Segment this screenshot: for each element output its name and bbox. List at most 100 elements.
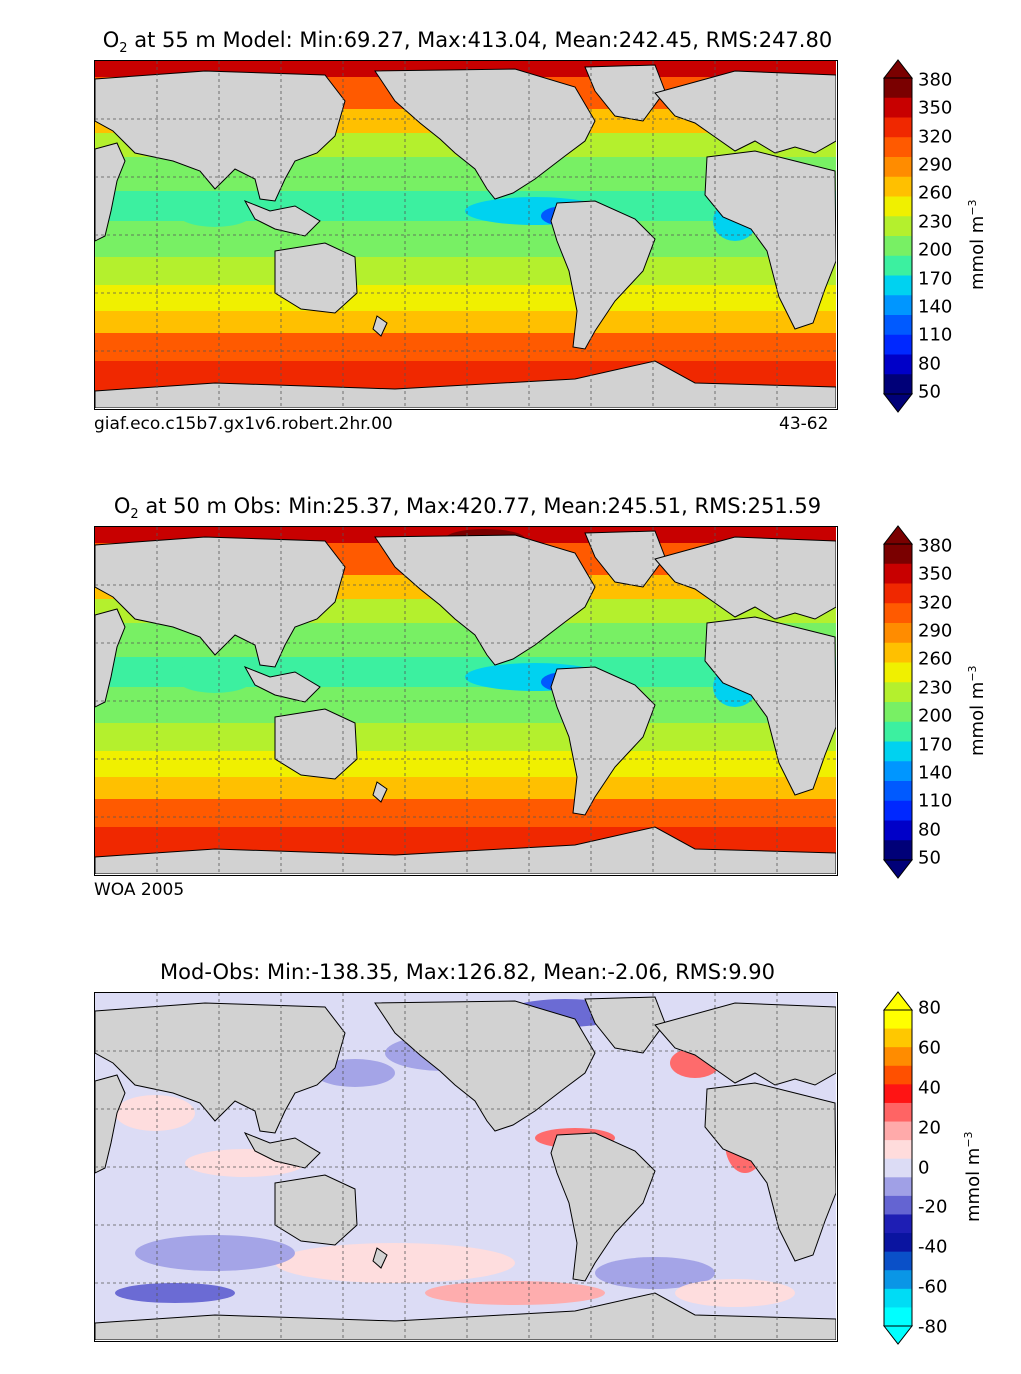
land-europe bbox=[654, 536, 836, 620]
colorbar-tick-label: 350 bbox=[918, 97, 953, 119]
colorbar-swatch bbox=[884, 157, 912, 178]
colorbar-tick-label: 80 bbox=[918, 997, 941, 1019]
colorbar-max-extend bbox=[882, 59, 914, 79]
colorbar-swatch bbox=[884, 702, 912, 723]
colorbar-swatch bbox=[884, 662, 912, 683]
land-samer bbox=[550, 1132, 656, 1282]
land-antarctica bbox=[95, 1292, 836, 1340]
colorbar-tick-label: 80 bbox=[918, 819, 941, 841]
graticule bbox=[95, 61, 836, 408]
land-antarctica bbox=[95, 826, 836, 874]
obs-map bbox=[94, 526, 838, 876]
obs-unit-label: mmol m−3 bbox=[966, 665, 988, 756]
land-greenland bbox=[584, 996, 666, 1054]
obs-colorbar bbox=[882, 525, 914, 879]
colorbar-tick-label: 230 bbox=[918, 677, 953, 699]
colorbar-tick-label: 0 bbox=[918, 1157, 930, 1178]
colorbar-swatch bbox=[884, 315, 912, 336]
land-austr bbox=[274, 242, 358, 314]
colorbar-tick-label: 20 bbox=[918, 1117, 941, 1139]
colorbar-tick-label: 110 bbox=[918, 790, 953, 812]
graticule bbox=[95, 993, 836, 1340]
colorbar-swatch bbox=[884, 1102, 912, 1123]
model-colorbar bbox=[882, 59, 914, 413]
model-run-id: giaf.eco.c15b7.gx1v6.robert.2hr.00 bbox=[94, 414, 393, 434]
colorbar-min-extend bbox=[882, 393, 914, 413]
colorbar-swatch bbox=[884, 761, 912, 782]
colorbar-swatch bbox=[884, 275, 912, 296]
land-asia bbox=[95, 536, 346, 668]
obs-title: O2 at 50 m Obs: Min:25.37, Max:420.77, M… bbox=[113, 494, 822, 523]
colorbar-tick-label: 40 bbox=[918, 1077, 941, 1099]
colorbar-tick-label: 320 bbox=[918, 592, 953, 614]
colorbar-swatch bbox=[884, 176, 912, 197]
land-samer bbox=[550, 666, 656, 816]
colorbar-tick-label: 140 bbox=[918, 762, 953, 784]
colorbar-tick-label: 290 bbox=[918, 620, 953, 642]
colorbar-tick-label: 50 bbox=[918, 381, 941, 403]
colorbar-swatch bbox=[884, 1084, 912, 1104]
colorbar-tick-label: -60 bbox=[918, 1276, 948, 1298]
land-africa2 bbox=[704, 150, 836, 330]
land-europe bbox=[654, 1002, 836, 1086]
land-nz bbox=[372, 781, 388, 803]
land-asia bbox=[95, 1002, 346, 1134]
land-namer bbox=[374, 1000, 596, 1132]
colorbar-tick-label: 60 bbox=[918, 1037, 941, 1059]
land-seasia bbox=[243, 666, 321, 703]
colorbar-swatch bbox=[884, 1177, 912, 1197]
colorbar-swatch bbox=[884, 1288, 912, 1308]
colorbar-swatch bbox=[884, 563, 912, 584]
colorbar-tick-label: -80 bbox=[918, 1316, 948, 1338]
colorbar-swatch bbox=[884, 1214, 912, 1234]
colorbar-max-extend bbox=[882, 525, 914, 545]
colorbar-swatch bbox=[884, 1251, 912, 1271]
colorbar-swatch bbox=[884, 544, 912, 565]
colorbar-swatch bbox=[884, 1028, 912, 1048]
colorbar-swatch bbox=[884, 137, 912, 158]
colorbar-swatch bbox=[884, 1065, 912, 1085]
colorbar-tick-label: 320 bbox=[918, 126, 953, 148]
land-namer bbox=[374, 534, 596, 666]
colorbar-swatch bbox=[884, 820, 912, 841]
land-asia bbox=[95, 70, 346, 202]
graticule bbox=[95, 527, 836, 874]
colorbar-min-extend bbox=[882, 859, 914, 879]
land-nz bbox=[372, 1247, 388, 1269]
colorbar-tick-label: 50 bbox=[918, 847, 941, 869]
colorbar-swatch bbox=[884, 1307, 912, 1327]
colorbar-tick-label: 230 bbox=[918, 211, 953, 233]
land-namer bbox=[374, 68, 596, 200]
colorbar-tick-label: 380 bbox=[918, 535, 953, 557]
colorbar-tick-label: -20 bbox=[918, 1196, 948, 1218]
colorbar-swatch bbox=[884, 334, 912, 355]
colorbar-swatch bbox=[884, 583, 912, 604]
colorbar-swatch bbox=[884, 78, 912, 99]
land-austr bbox=[274, 708, 358, 780]
colorbar-tick-label: -40 bbox=[918, 1236, 948, 1258]
colorbar-tick-label: 170 bbox=[918, 268, 953, 290]
colorbar-swatch bbox=[884, 1047, 912, 1067]
colorbar-swatch bbox=[884, 97, 912, 118]
land-africa2 bbox=[704, 616, 836, 796]
colorbar-min-extend bbox=[882, 1325, 914, 1345]
colorbar-swatch bbox=[884, 682, 912, 703]
colorbar-swatch bbox=[884, 840, 912, 861]
colorbar-tick-label: 140 bbox=[918, 296, 953, 318]
land-seasia bbox=[243, 1132, 321, 1169]
model-title: O2 at 55 m Model: Min:69.27, Max:413.04,… bbox=[102, 28, 833, 57]
colorbar-swatch bbox=[884, 196, 912, 217]
land-africa bbox=[95, 1074, 126, 1174]
colorbar-tick-label: 260 bbox=[918, 182, 953, 204]
diff-title: Mod-Obs: Min:-138.35, Max:126.82, Mean:-… bbox=[160, 960, 775, 984]
colorbar-swatch bbox=[884, 1140, 912, 1160]
land-africa bbox=[95, 142, 126, 242]
land-samer bbox=[550, 200, 656, 350]
obs-source: WOA 2005 bbox=[94, 880, 185, 900]
land-africa bbox=[95, 608, 126, 708]
land-austr bbox=[274, 1174, 358, 1246]
colorbar-swatch bbox=[884, 642, 912, 663]
diff-colorbar bbox=[882, 991, 914, 1345]
colorbar-tick-label: 380 bbox=[918, 69, 953, 91]
land-seasia bbox=[243, 200, 321, 237]
